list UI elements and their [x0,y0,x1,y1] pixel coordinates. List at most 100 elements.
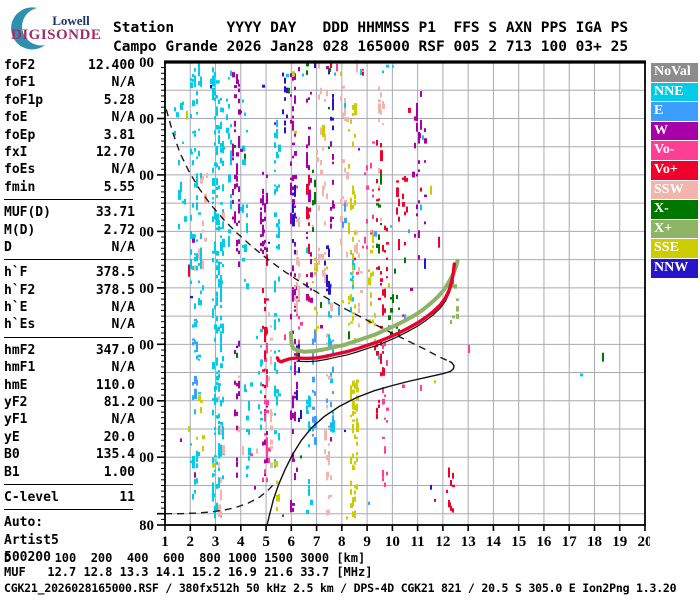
param-row: h`F2 378.5 [4,282,135,299]
param-label: fxI [4,144,28,160]
param-row: B1 1.00 [4,464,135,481]
param-value: 5.55 [103,179,135,195]
y-tick-label: 800 [140,112,154,128]
ionogram-plot: 9008007006005004003002008012345678910111… [132,55,653,550]
param-row: foEp 3.81 [4,127,135,144]
x-tick-label: 20 [638,534,651,550]
param-label: hmE [4,377,28,393]
x-tick-label: 11 [411,534,425,550]
y-tick-label: 500 [140,281,154,297]
param-label: yF2 [4,395,28,411]
param-row: B0 135.4 [4,446,135,463]
y-tick-label: 300 [140,394,154,410]
param-row: fmin 5.55 [4,179,135,196]
doppler-legend: NoVal NNE E W Vo- Vo+ SSW X- X+ SSE NNW [651,63,698,279]
true-height-profile [266,360,455,525]
x-tick-label: 8 [338,534,346,550]
bottom-model-curve [165,483,275,515]
param-label: 500200 [4,550,51,566]
param-label: D [4,239,12,255]
x-tick-label: 13 [461,534,476,550]
x-tick-label: 7 [313,534,321,550]
footer-muf-row: MUF 12.7 12.8 13.3 14.1 15.2 16.9 21.6 3… [4,565,373,579]
param-value: N/A [111,412,135,428]
param-value: N/A [111,162,135,178]
param-value: 11 [119,489,135,505]
param-row: MUF(D) 33.71 [4,204,135,221]
legend-item-w: W [651,121,698,141]
y-tick-label: 400 [140,337,154,353]
param-label: B0 [4,447,20,463]
x-mode-trace [288,258,460,354]
param-row: foE N/A [4,109,135,126]
logo-lowell-text: Lowell [52,13,90,28]
y-axis: 900 800 700 600 500 400 300 200 80 [132,55,165,534]
param-row: yE 20.0 [4,429,135,446]
legend-item-noval: NoVal [651,63,698,82]
param-row: h`Es N/A [4,316,135,333]
ionogram-svg: 9008007006005004003002008012345678910111… [132,55,653,550]
param-value: 20.0 [103,429,135,445]
x-tick-label: 16 [536,534,552,550]
param-row: M(D) 2.72 [4,222,135,239]
legend-item-vo: Vo- [651,141,698,160]
legend-item-e: E [651,102,698,121]
param-label: yF1 [4,412,28,428]
echo-dots [174,59,604,520]
plot-frame [164,61,646,526]
param-value: 12.400 [88,58,135,73]
x-tick-label: 19 [612,534,627,550]
param-label: foEp [4,127,36,143]
param-row: C-level 11 [4,489,135,506]
y-tick-label: 200 [140,450,154,466]
legend-item-ssw: SSW [651,180,698,200]
param-label: h`Es [4,317,36,333]
param-label: foE [4,110,28,126]
param-row: D N/A [4,239,135,256]
x-tick-label: 2 [187,534,195,550]
x-tick-label: 17 [562,534,578,550]
param-value: N/A [111,300,135,316]
param-label: Artist5 [4,532,59,548]
x-tick-label: 5 [262,534,270,550]
legend-item-x: X+ [651,219,698,239]
param-separator [4,199,133,201]
y-tick-label: 80 [140,518,154,534]
param-row: 500200 [4,549,135,566]
legend-item-vo: Vo+ [651,160,698,180]
param-row: Auto: [4,514,135,531]
param-value: 2.72 [103,222,135,238]
legend-item-sse: SSE [651,239,698,258]
param-label: h`F [4,265,28,281]
x-tick-label: 6 [288,534,296,550]
param-label: foF2 [4,58,36,73]
param-label: foF1p [4,92,44,108]
param-separator [4,509,133,511]
param-label: yE [4,429,20,445]
x-tick-label: 1 [161,534,169,550]
x-tick-label: 10 [385,534,400,550]
param-panel: foF2 12.400 foF1 N/A foF1p 5.28 foE N/A foEp 3.81… [4,57,135,567]
param-separator [4,483,133,485]
param-label: M(D) [4,222,36,238]
x-tick-label: 18 [587,534,602,550]
x-axis: 1 2 3 4 5 6 7 8 9 10 11 12 13 14 15 16 17 18 19 20 [161,525,653,550]
x-tick-label: 14 [486,534,502,550]
param-label: h`F2 [4,282,36,298]
param-row: hmF1 N/A [4,359,135,376]
y-tick-label: 700 [140,168,154,184]
param-value: 5.28 [103,92,135,108]
param-label: C-level [4,489,59,505]
param-label: foF1 [4,75,36,91]
x-tick-label: 9 [363,534,371,550]
param-value: 378.5 [95,282,135,298]
x-tick-label: 3 [212,534,220,550]
param-label: fmin [4,179,36,195]
legend-item-nne: NNE [651,82,698,102]
param-value: 12.70 [95,144,135,160]
plot-grid [165,62,645,525]
legend-item-x: X- [651,200,698,219]
param-row: foF1p 5.28 [4,92,135,109]
footer-file-row: CGK21_2026028165000.RSF / 380fx512h 50 k… [4,581,677,595]
